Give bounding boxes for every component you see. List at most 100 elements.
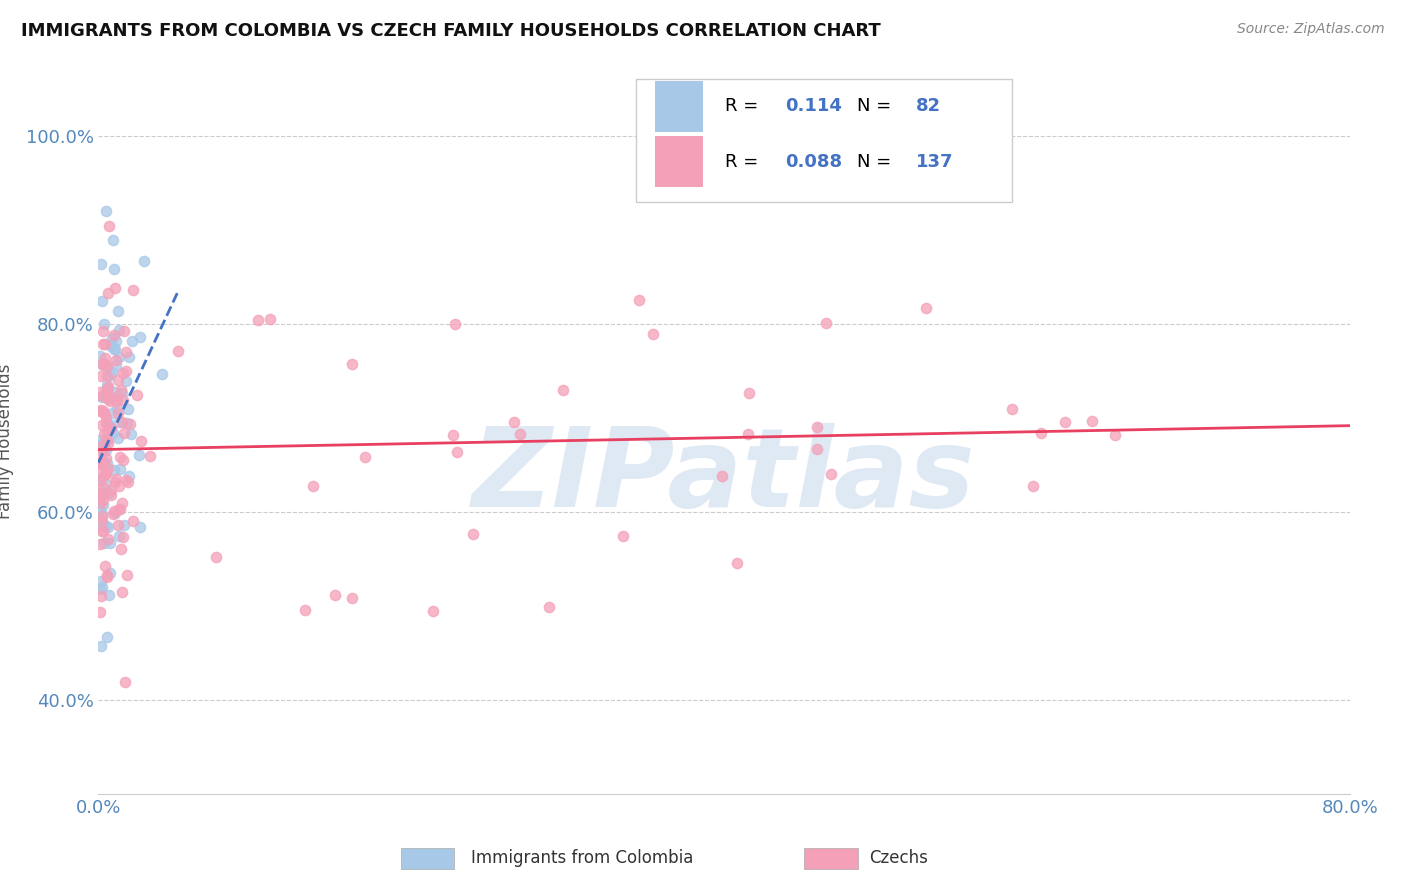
Point — [100, 339, 122, 353]
Point — [537, 600, 560, 615]
Point — [96, 425, 118, 439]
Point — [443, 317, 465, 331]
Point — [129, 434, 152, 448]
Point — [96, 630, 118, 644]
Point — [90, 639, 112, 653]
Point — [100, 421, 122, 435]
Point — [463, 527, 485, 541]
Point — [90, 509, 112, 524]
Point — [111, 386, 134, 401]
Point — [103, 342, 125, 356]
Point — [97, 418, 120, 433]
Point — [132, 254, 155, 268]
Text: Immigrants from Colombia: Immigrants from Colombia — [471, 849, 693, 867]
Point — [107, 502, 129, 516]
Point — [105, 352, 128, 367]
Point — [96, 381, 118, 395]
Point — [94, 467, 117, 482]
Point — [90, 580, 112, 594]
Point — [110, 450, 132, 464]
Point — [1022, 479, 1045, 493]
Point — [97, 416, 120, 430]
Point — [94, 466, 117, 480]
Text: R =: R = — [725, 97, 765, 115]
Point — [90, 589, 112, 603]
Point — [111, 585, 134, 599]
FancyBboxPatch shape — [655, 136, 703, 187]
Point — [111, 496, 134, 510]
Point — [112, 518, 135, 533]
Point — [96, 457, 118, 471]
Point — [94, 442, 117, 457]
Point — [90, 437, 112, 451]
Point — [340, 357, 363, 371]
Point — [725, 556, 748, 570]
Text: ZIPatlas: ZIPatlas — [472, 424, 976, 530]
Point — [90, 495, 112, 509]
Point — [89, 349, 111, 363]
Point — [91, 498, 114, 512]
FancyBboxPatch shape — [655, 81, 703, 132]
Point — [96, 369, 118, 384]
FancyBboxPatch shape — [637, 78, 1012, 202]
Point — [96, 567, 118, 582]
Point — [107, 518, 129, 533]
Text: 82: 82 — [915, 97, 941, 115]
Point — [91, 486, 114, 500]
Point — [1104, 427, 1126, 442]
Point — [441, 427, 464, 442]
Point — [152, 367, 174, 381]
Point — [97, 285, 120, 300]
Point — [94, 337, 117, 351]
Point — [91, 456, 114, 470]
Point — [104, 334, 127, 348]
Point — [112, 426, 135, 441]
Point — [118, 417, 141, 431]
Point — [104, 475, 127, 489]
Point — [112, 366, 135, 380]
Point — [101, 426, 124, 441]
Point — [422, 604, 444, 618]
Point — [93, 406, 115, 420]
Point — [89, 474, 111, 488]
Point — [89, 467, 111, 482]
Point — [1054, 415, 1077, 429]
Point — [259, 311, 281, 326]
Point — [117, 402, 139, 417]
Point — [122, 283, 145, 297]
Point — [820, 467, 842, 481]
Point — [94, 467, 117, 481]
Point — [90, 489, 112, 503]
Point — [93, 456, 115, 470]
Point — [1031, 425, 1053, 440]
Point — [128, 448, 150, 462]
Point — [89, 404, 111, 418]
Point — [89, 457, 111, 471]
Point — [91, 507, 114, 521]
Point — [101, 406, 124, 420]
Point — [120, 426, 142, 441]
Point — [94, 451, 117, 466]
Point — [107, 392, 129, 407]
Text: 137: 137 — [915, 153, 953, 170]
Point — [612, 529, 634, 543]
Point — [91, 404, 114, 418]
Point — [97, 380, 120, 394]
Point — [100, 336, 122, 351]
Point — [551, 384, 574, 398]
Point — [100, 487, 122, 501]
Point — [104, 472, 127, 486]
Point — [737, 427, 759, 442]
Point — [97, 436, 120, 450]
Point — [90, 439, 112, 453]
Point — [710, 469, 733, 483]
Point — [90, 524, 112, 538]
Point — [91, 293, 114, 308]
Point — [117, 475, 139, 489]
Point — [112, 530, 135, 544]
Point — [89, 485, 111, 500]
Point — [108, 415, 131, 429]
Point — [115, 567, 138, 582]
Point — [108, 462, 131, 476]
Point — [103, 327, 125, 342]
